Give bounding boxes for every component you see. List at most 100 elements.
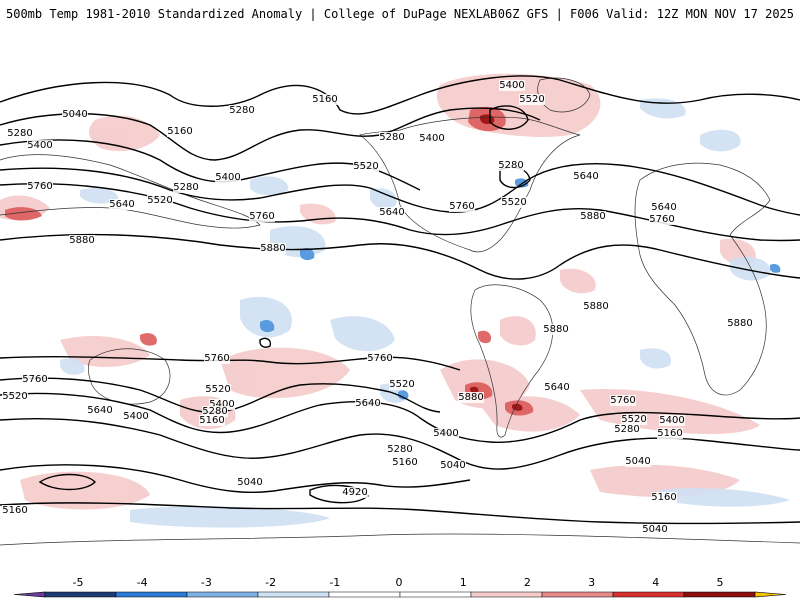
colorbar-min-arrow <box>13 591 46 598</box>
contour-label-bg <box>379 132 405 143</box>
contour-label: 5280 <box>173 182 198 193</box>
contour-label-bg <box>458 392 484 403</box>
contour-label-bg <box>353 161 379 172</box>
contour-label-bg <box>583 301 609 312</box>
contour-label: 5400 <box>123 411 148 422</box>
colorbar-segment <box>328 591 401 598</box>
contour-label-bg <box>389 379 415 390</box>
colorbar-segment <box>470 591 543 598</box>
run-info: 06Z GFS | F006 Valid: 12Z MON NOV 17 202… <box>497 7 794 21</box>
contour-label: 5640 <box>87 405 112 416</box>
contour-label-bg <box>229 105 255 116</box>
contour-label: 5160 <box>657 428 682 439</box>
colorbar-segment <box>683 591 756 598</box>
colorbar-max-arrow <box>754 591 787 598</box>
contour-label: 5520 <box>519 94 544 105</box>
europe-africa-coast <box>634 162 771 396</box>
contour-label-bg <box>651 202 677 213</box>
contour-label-bg <box>367 353 393 364</box>
contour-label: 5520 <box>621 414 646 425</box>
contour-label-bg <box>610 395 636 406</box>
contour-label: 5520 <box>353 161 378 172</box>
contour-label-bg <box>498 160 524 171</box>
contour-label-bg <box>109 199 135 210</box>
colorbar-tick-label: -5 <box>72 576 84 589</box>
contour-label-bg <box>519 94 545 105</box>
contour-label-bg <box>167 126 193 137</box>
contour-label-bg <box>449 201 475 212</box>
contour-label-bg <box>651 492 677 503</box>
colorbar: -5 -4 -3 -2 -1 0 1 2 3 4 5 <box>0 570 800 600</box>
contour-label-bg <box>27 181 53 192</box>
contour-label: 5160 <box>651 492 676 503</box>
colorbar-graphic <box>13 591 787 598</box>
contour-label: 4920 <box>342 487 367 498</box>
contour-label: 5640 <box>379 207 404 218</box>
contour-label: 5160 <box>167 126 192 137</box>
contour-label-bg <box>312 94 338 105</box>
map-panel[interactable]: 5040 5280 5400 5160 5280 5160 5280 5400 5400 5520… <box>0 40 800 562</box>
contour-label: 5520 <box>205 384 230 395</box>
colorbar-tick-label: -3 <box>200 576 212 589</box>
contour-label: 5880 <box>727 318 752 329</box>
contour-label: 5280 <box>498 160 523 171</box>
colorbar-tick-label: -2 <box>265 576 277 589</box>
colorbar-tick-label: 2 <box>523 576 531 589</box>
contour-label: 5400 <box>659 415 684 426</box>
antarctica-coast <box>0 533 800 546</box>
contour-label: 5640 <box>109 199 134 210</box>
contour-label-bg <box>22 374 48 385</box>
contour-label-bg <box>2 505 28 516</box>
contour-label-bg <box>209 399 235 410</box>
contour-label-bg <box>544 382 570 393</box>
contour-label: 5640 <box>573 171 598 182</box>
contour-label: 5040 <box>625 456 650 467</box>
contour-label-bg <box>573 171 599 182</box>
contour-label-bg <box>379 207 405 218</box>
contour-label-bg <box>123 411 149 422</box>
contour-label-bg <box>419 133 445 144</box>
contour-label: 5880 <box>69 235 94 246</box>
contour-label-bg <box>215 172 241 183</box>
contour-label-bg <box>355 398 381 409</box>
contour-label-bg <box>249 211 275 222</box>
contour-label: 5280 <box>229 105 254 116</box>
colorbar-tick-label: 4 <box>652 576 660 589</box>
contour-label-bg <box>199 415 225 426</box>
header: 500mb Temp 1981-2010 Standardized Anomal… <box>0 0 800 34</box>
contour-label-bg <box>543 324 569 335</box>
contour-label: 5640 <box>651 202 676 213</box>
contour-label-bg <box>202 406 228 417</box>
contour-label: 5040 <box>62 109 87 120</box>
contour-label-bg <box>501 197 527 208</box>
contour-label-bg <box>392 457 418 468</box>
contour-label-bg <box>433 428 459 439</box>
contour-label-bg <box>69 235 95 246</box>
colorbar-segment <box>612 591 685 598</box>
contour-label: 5040 <box>237 477 262 488</box>
contour-label-bg <box>2 391 28 402</box>
contour-label: 5160 <box>2 505 27 516</box>
contour-label: 5640 <box>355 398 380 409</box>
contour-label-bg <box>657 428 683 439</box>
contour-label: 5760 <box>249 211 274 222</box>
contour-label-bg <box>659 415 685 426</box>
contour-label: 5400 <box>215 172 240 183</box>
contour-label: 5520 <box>501 197 526 208</box>
contour-label: 5400 <box>209 399 234 410</box>
colorbar-tick-label: -1 <box>329 576 341 589</box>
contour-label: 5640 <box>544 382 569 393</box>
contour-label: 5280 <box>202 406 227 417</box>
contour-label-bg <box>440 460 466 471</box>
colorbar-tick-label: 5 <box>716 576 724 589</box>
contour-label-bg <box>580 211 606 222</box>
contour-label-bg <box>62 109 88 120</box>
contour-label-bg <box>205 384 231 395</box>
contour-label-bg <box>237 477 263 488</box>
colorbar-segment <box>44 591 117 598</box>
contour-label: 5160 <box>392 457 417 468</box>
contour-label: 5040 <box>440 460 465 471</box>
contour-label-bg <box>342 487 368 498</box>
